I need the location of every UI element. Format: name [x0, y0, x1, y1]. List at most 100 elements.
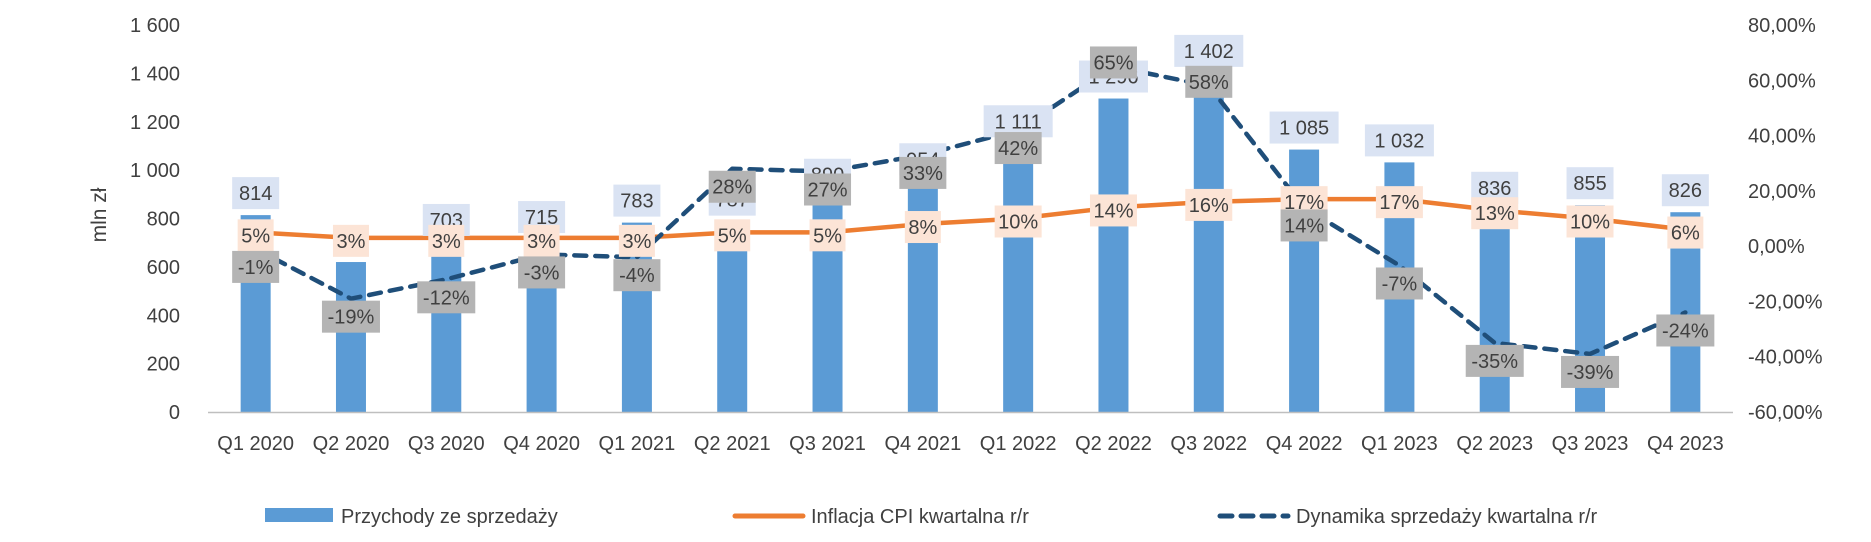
y-tick-2: 400 [147, 305, 180, 327]
bar-label-16-bg [1661, 174, 1709, 207]
sales-growth-label-12: 14% [1284, 215, 1324, 237]
bar-label-9-bg [983, 105, 1053, 138]
y-tick-1: 200 [147, 354, 180, 376]
bar-label-4: 715 [525, 207, 558, 229]
legend-swatch-1 [265, 508, 333, 522]
sales-growth-label-3-bg [417, 281, 476, 314]
bar-label-12-bg [1269, 111, 1339, 144]
x-tick-1: Q1 2020 [217, 433, 294, 455]
cpi-label-3: 3% [432, 231, 461, 253]
cpi-label-15-bg [1566, 205, 1614, 238]
cpi-label-11: 16% [1189, 195, 1229, 217]
x-tick-14: Q2 2023 [1456, 433, 1533, 455]
cpi-label-16: 6% [1671, 223, 1700, 245]
cpi-label-7: 5% [813, 225, 842, 247]
bar-label-14: 836 [1478, 178, 1511, 200]
bar-label-11-bg [1174, 34, 1244, 67]
sales-growth-label-7: 27% [808, 180, 848, 202]
cpi-label-1: 5% [241, 225, 270, 247]
sales-growth-label-2-bg [321, 300, 380, 333]
bar-2 [335, 262, 366, 412]
sales-growth-label-2: -19% [328, 307, 375, 329]
cpi-label-14: 13% [1475, 203, 1515, 225]
cpi-label-6-bg [714, 219, 751, 252]
sales-growth-label-6-bg [708, 170, 756, 203]
bar-label-13-bg [1364, 124, 1434, 157]
y-tick-4: 800 [147, 209, 180, 231]
cpi-label-2-bg [332, 224, 369, 257]
cpi-label-2: 3% [337, 231, 366, 253]
sales-growth-label-5-bg [613, 259, 661, 292]
bar-label-15-bg [1566, 167, 1614, 200]
lines-layer [253, 64, 1688, 357]
sales-growth-label-11-bg [1185, 65, 1233, 98]
x-tick-6: Q2 2021 [694, 433, 771, 455]
x-tick-11: Q3 2022 [1170, 433, 1247, 455]
cpi-label-15: 10% [1570, 212, 1610, 234]
sales-growth-label-1: -1% [238, 257, 274, 279]
sales-growth-label-8-bg [899, 156, 947, 189]
y2-tick-6: 60,00% [1748, 70, 1816, 92]
sales-growth-label-15: -39% [1567, 362, 1614, 384]
bar-3 [431, 241, 462, 412]
y-tick-3: 600 [147, 257, 180, 279]
legend-label-2: Inflacja CPI kwartalna r/r [811, 506, 1029, 528]
cpi-label-13: 17% [1379, 192, 1419, 214]
sales-growth-label-16-bg [1656, 314, 1715, 347]
x-tick-12: Q4 2022 [1266, 433, 1343, 455]
y2-tick-4: 20,00% [1748, 181, 1816, 203]
bar-label-9: 1 111 [995, 111, 1042, 133]
bar-label-1-bg [232, 177, 280, 210]
cpi-label-10-bg [1089, 194, 1137, 227]
y-axis-title: mln zł [88, 187, 111, 242]
y2-tick-2: -20,00% [1748, 291, 1823, 313]
legend-label-3: Dynamika sprzedaży kwartalna r/r [1296, 506, 1598, 528]
sales-growth-line [253, 64, 1688, 357]
x-tick-3: Q3 2020 [408, 433, 485, 455]
sales-growth-label-9: 42% [998, 138, 1038, 160]
x-tick-4: Q4 2020 [503, 433, 580, 455]
x-tick-16: Q4 2023 [1647, 433, 1724, 455]
bar-label-5-bg [613, 184, 661, 217]
bar-label-13: 1 032 [1374, 130, 1424, 152]
sales-growth-label-4-bg [518, 256, 566, 289]
y-tick-8: 1 600 [130, 15, 180, 37]
sales-growth-label-14-bg [1465, 344, 1524, 377]
sales-growth-label-9-bg [994, 132, 1042, 165]
y2-tick-1: -40,00% [1748, 347, 1823, 369]
cpi-label-16-bg [1667, 216, 1704, 249]
x-tick-5: Q1 2021 [599, 433, 676, 455]
bar-10 [1098, 98, 1129, 412]
sales-growth-label-16: -24% [1662, 320, 1709, 342]
sales-growth-label-11: 58% [1189, 72, 1229, 94]
sales-growth-label-4: -3% [524, 262, 560, 284]
sales-growth-label-13-bg [1375, 267, 1423, 300]
cpi-label-6: 5% [718, 225, 747, 247]
sales-growth-label-6: 28% [712, 177, 752, 199]
x-tick-2: Q2 2020 [313, 433, 390, 455]
bar-label-15: 855 [1573, 173, 1606, 195]
cpi-label-11-bg [1185, 188, 1233, 221]
y-tick-5: 1 000 [130, 160, 180, 182]
cpi-label-4-bg [523, 224, 560, 257]
cpi-label-9: 10% [998, 212, 1038, 234]
cpi-label-3-bg [428, 224, 465, 257]
sales-growth-label-10-bg [1089, 46, 1137, 79]
x-tick-15: Q3 2023 [1552, 433, 1629, 455]
y2-tick-3: 0,00% [1748, 236, 1805, 258]
sales-growth-label-1-bg [232, 250, 280, 283]
y-tick-7: 1 400 [130, 63, 180, 85]
bar-label-16: 826 [1669, 180, 1702, 202]
axes-layer: 0 200 400 600 800 1 000 1 200 1 400 1 600 -60,00%… [130, 15, 1823, 455]
bar-9 [1003, 143, 1034, 413]
y2-tick-5: 40,00% [1748, 126, 1816, 148]
bar-14 [1479, 209, 1510, 412]
cpi-line [253, 196, 1688, 241]
sales-growth-label-14: -35% [1471, 351, 1518, 373]
y-tick-0: 0 [169, 402, 180, 424]
cpi-label-8-bg [904, 211, 941, 244]
sales-growth-label-13: -7% [1382, 273, 1418, 295]
cpi-label-1-bg [237, 219, 274, 252]
